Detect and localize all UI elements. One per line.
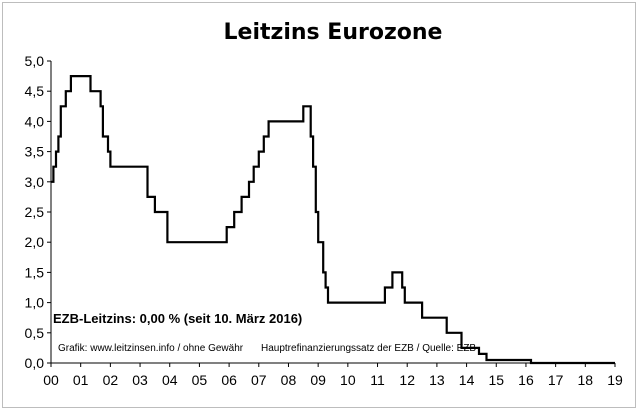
x-tick-label: 00	[43, 372, 59, 388]
y-tick-label: 3,0	[25, 174, 45, 190]
y-tick-label: 5,0	[25, 53, 45, 69]
y-tick-label: 4,5	[25, 83, 45, 99]
x-tick-label: 17	[548, 372, 564, 388]
x-tick-label: 16	[518, 372, 534, 388]
x-tick-label: 11	[370, 372, 385, 388]
x-tick-label: 14	[459, 372, 475, 388]
credit-annotation: Grafik: www.leitzinsen.info / ohne Gewäh…	[58, 343, 244, 354]
x-tick-label: 01	[73, 372, 89, 388]
x-tick-label: 10	[340, 372, 356, 388]
y-tick-label: 0,0	[25, 355, 45, 371]
y-axis-ticks: 0,0 0,5 1,0 1,5 2,0 2,5 3,0 3,5 4,0 4,5 5,0	[25, 53, 51, 371]
x-tick-label: 19	[607, 372, 623, 388]
x-tick-label: 09	[310, 372, 326, 388]
info-annotation: EZB-Leitzins: 0,00 % (seit 10. März 2016…	[53, 311, 302, 326]
x-axis-ticks: 00 01 02 03 04 05 06 07 08 09 10 11 12 13 14 15 16 17 18 19	[43, 363, 623, 388]
x-tick-label: 15	[488, 372, 504, 388]
x-tick-label: 13	[429, 372, 445, 388]
rate-step-line	[51, 75, 615, 365]
y-tick-label: 2,5	[25, 204, 45, 220]
source-annotation: Hauptrefinanzierungssatz der EZB / Quell…	[261, 343, 476, 354]
x-tick-label: 05	[192, 372, 208, 388]
x-tick-label: 02	[103, 372, 119, 388]
x-tick-label: 12	[399, 372, 415, 388]
x-tick-label: 06	[221, 372, 237, 388]
series-group	[51, 75, 615, 365]
y-tick-label: 1,0	[25, 295, 45, 311]
x-tick-label: 07	[251, 372, 267, 388]
y-tick-label: 2,0	[25, 234, 45, 250]
y-tick-label: 4,0	[25, 113, 45, 129]
x-tick-label: 08	[281, 372, 297, 388]
chart: Leitzins Eurozone 0,0 0,5 1,0 1,5 2,0 2,5 3,0 3…	[25, 20, 623, 388]
x-tick-label: 03	[132, 372, 148, 388]
y-tick-label: 3,5	[25, 144, 45, 160]
chart-frame: Leitzins Eurozone 0,0 0,5 1,0 1,5 2,0 2,5 3,0 3…	[2, 2, 636, 408]
chart-title: Leitzins Eurozone	[224, 20, 443, 45]
x-tick-label: 04	[162, 372, 178, 388]
y-tick-label: 1,5	[25, 264, 45, 280]
x-tick-label: 18	[578, 372, 594, 388]
y-tick-label: 0,5	[25, 325, 45, 341]
